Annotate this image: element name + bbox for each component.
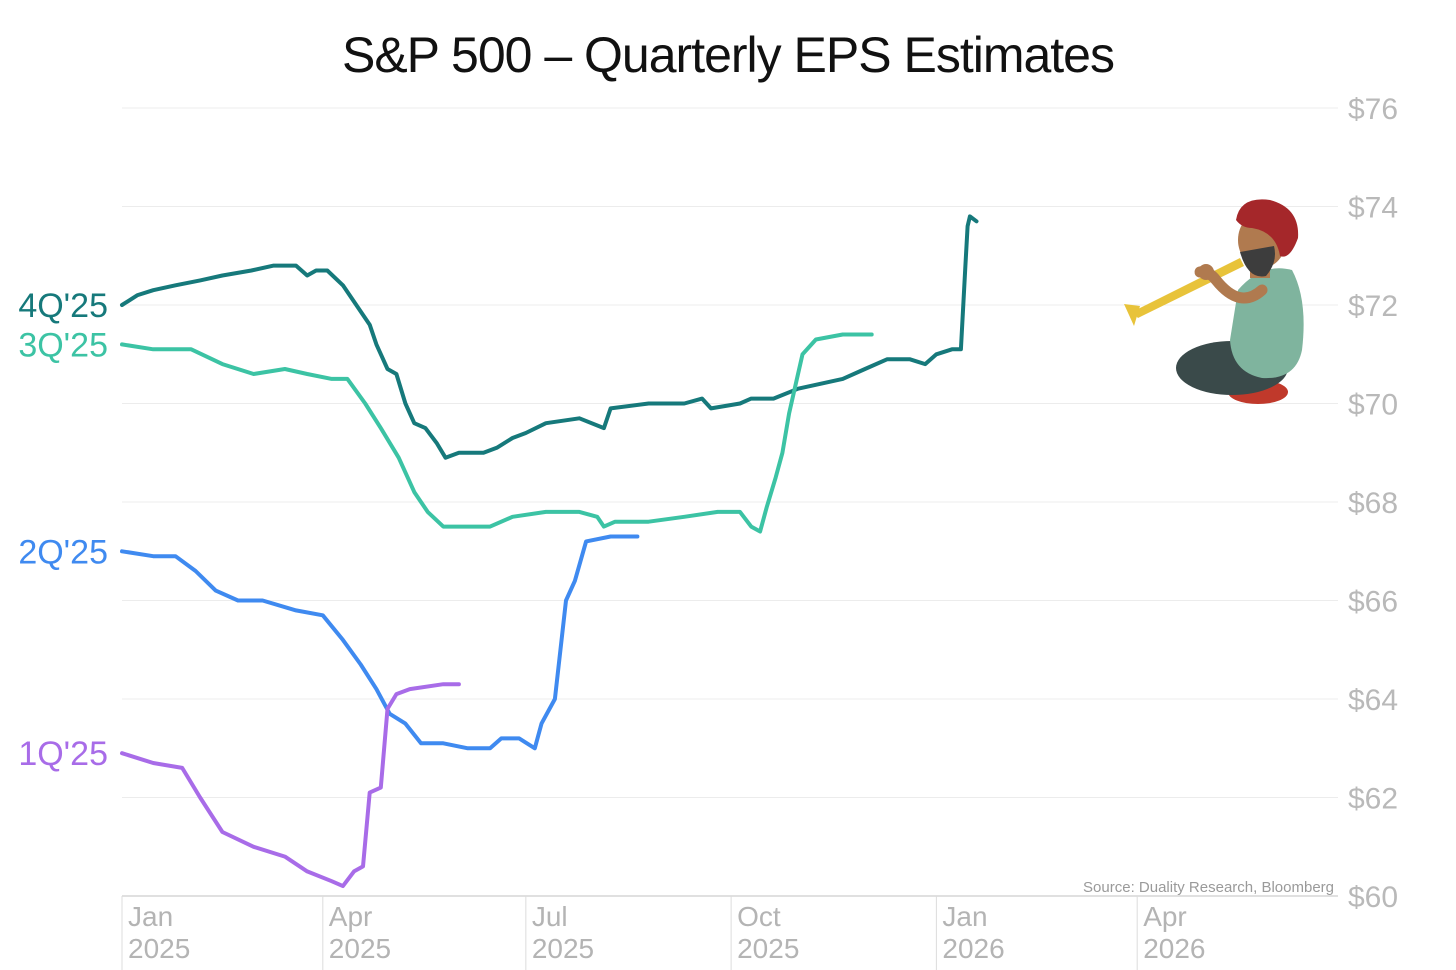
x-tick-month: Jan bbox=[128, 901, 173, 932]
man-playing-horn-illustration bbox=[1124, 199, 1304, 404]
series-label-2q25: 2Q'25 bbox=[18, 533, 108, 571]
y-tick-label: $76 bbox=[1348, 93, 1398, 126]
series-line-4q25 bbox=[120, 214, 979, 460]
x-tick-year: 2025 bbox=[737, 933, 799, 964]
turban-shape bbox=[1236, 199, 1299, 257]
series-label-3q25: 3Q'25 bbox=[18, 326, 108, 364]
y-tick-label: $74 bbox=[1348, 192, 1398, 225]
x-tick-year: 2025 bbox=[128, 933, 190, 964]
x-tick-month: Apr bbox=[329, 901, 373, 932]
series-lines bbox=[120, 214, 979, 889]
source-note: Source: Duality Research, Bloomberg bbox=[1083, 879, 1334, 896]
x-tick-month: Oct bbox=[737, 901, 781, 932]
series-label-1q25: 1Q'25 bbox=[18, 735, 108, 773]
axes: $60$62$64$66$68$70$72$74$76Jan2025Apr202… bbox=[121, 93, 1398, 970]
x-tick-year: 2026 bbox=[942, 933, 1004, 964]
x-tick-month: Jan bbox=[942, 901, 987, 932]
series-line-3q25 bbox=[120, 332, 874, 534]
gridlines bbox=[122, 107, 1338, 897]
y-tick-label: $62 bbox=[1348, 783, 1398, 816]
x-tick-year: 2025 bbox=[532, 933, 594, 964]
y-tick-label: $64 bbox=[1348, 684, 1398, 717]
series-line-1q25 bbox=[120, 682, 461, 889]
x-tick-year: 2026 bbox=[1143, 933, 1205, 964]
x-tick-month: Apr bbox=[1143, 901, 1187, 932]
hand-shape bbox=[1198, 264, 1214, 280]
y-tick-label: $60 bbox=[1348, 881, 1398, 914]
y-tick-label: $72 bbox=[1348, 290, 1398, 323]
y-tick-label: $70 bbox=[1348, 389, 1398, 422]
shirt-shape bbox=[1230, 268, 1304, 379]
beard-shape bbox=[1240, 246, 1275, 277]
series-label-4q25: 4Q'25 bbox=[18, 287, 108, 325]
y-tick-label: $68 bbox=[1348, 487, 1398, 520]
y-tick-label: $66 bbox=[1348, 586, 1398, 619]
x-tick-year: 2025 bbox=[329, 933, 391, 964]
horn-bell-shape bbox=[1124, 304, 1140, 326]
series-line-2q25 bbox=[120, 534, 640, 751]
x-tick-month: Jul bbox=[532, 901, 568, 932]
chart-title: S&P 500 – Quarterly EPS Estimates bbox=[341, 27, 1115, 83]
